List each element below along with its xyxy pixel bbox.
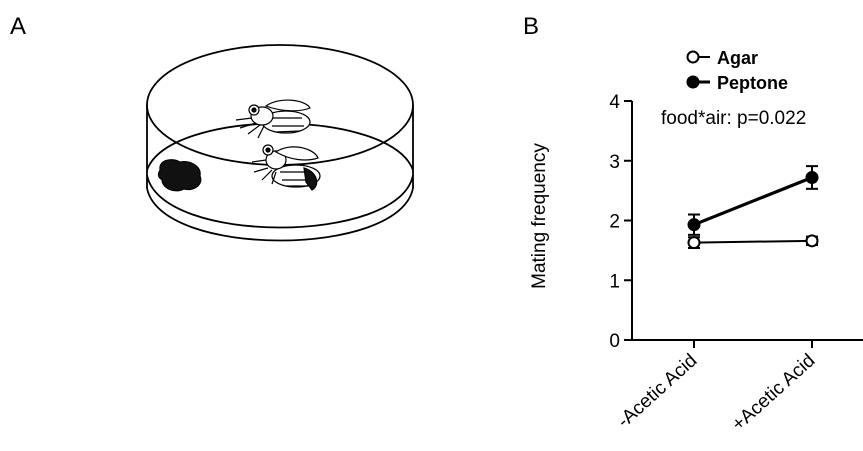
data-point bbox=[805, 170, 819, 184]
legend-marker bbox=[686, 50, 700, 64]
fly-lower-icon bbox=[251, 144, 321, 191]
fly-upper-icon bbox=[235, 99, 311, 139]
y-tick-label: 2 bbox=[609, 212, 620, 233]
series-layer bbox=[687, 165, 819, 250]
mating-frequency-chart: 0 1 2 3 4 -Acetic Acid +Acetic Acid Agar Pepto… bbox=[529, 48, 863, 435]
data-point bbox=[687, 218, 701, 232]
series-line bbox=[693, 175, 813, 227]
panel-a-label: A bbox=[10, 13, 26, 40]
legend: Agar Peptone bbox=[686, 48, 788, 93]
data-point bbox=[687, 236, 701, 250]
y-tick-label: 4 bbox=[609, 92, 620, 113]
dish-bottom-arc bbox=[146, 174, 414, 229]
axes bbox=[631, 101, 863, 341]
y-tick-label: 1 bbox=[609, 271, 620, 292]
legend-label: Agar bbox=[717, 48, 758, 68]
series-line bbox=[693, 239, 813, 244]
y-axis-label: Mating frequency bbox=[529, 143, 550, 289]
petri-dish-illustration bbox=[146, 44, 414, 242]
x-tick-label: +Acetic Acid bbox=[728, 350, 819, 435]
series-agar bbox=[687, 234, 819, 250]
legend-label: Peptone bbox=[717, 73, 788, 93]
data-point bbox=[805, 234, 819, 248]
x-ticks: -Acetic Acid +Acetic Acid bbox=[614, 340, 819, 435]
stats-annotation: food*air: p=0.022 bbox=[661, 108, 806, 129]
panel-b-label: B bbox=[523, 13, 539, 40]
x-tick-label: -Acetic Acid bbox=[614, 350, 702, 432]
y-ticks: 0 1 2 3 4 bbox=[609, 92, 632, 352]
legend-item-agar: Agar bbox=[686, 48, 758, 68]
legend-item-peptone: Peptone bbox=[686, 73, 788, 93]
y-tick-label: 0 bbox=[609, 331, 620, 352]
series-peptone bbox=[687, 165, 819, 236]
y-tick-label: 3 bbox=[609, 152, 620, 173]
dish-base-arc bbox=[146, 187, 414, 242]
legend-marker bbox=[686, 75, 700, 89]
food-spot bbox=[157, 159, 202, 192]
